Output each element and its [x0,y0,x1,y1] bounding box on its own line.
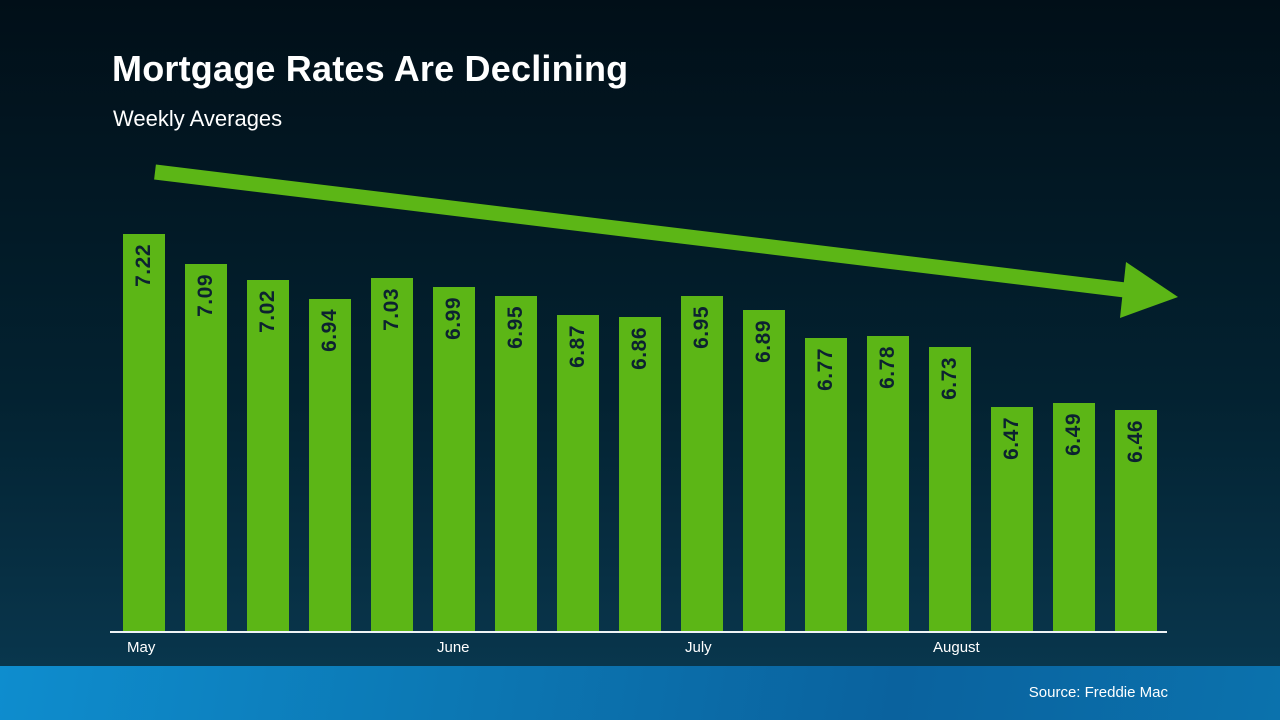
bar: 7.02 [247,280,289,632]
bar: 6.47 [991,407,1033,632]
bar-value-label: 6.77 [814,348,837,391]
bar: 6.95 [681,296,723,632]
bar: 6.49 [1053,403,1095,632]
x-axis-labels: May June July August [123,639,1163,661]
subtitle: Weekly Averages [113,106,283,131]
bar: 6.87 [557,315,599,632]
bar: 7.03 [371,278,413,632]
bar: 6.86 [619,317,661,632]
bar-value-label: 6.95 [504,306,527,349]
bar-value-label: 6.78 [876,346,899,389]
bar: 6.95 [495,296,537,632]
bar-value-label: 6.87 [566,325,589,368]
bar: 6.89 [743,310,785,632]
x-tick-label: June [437,639,470,656]
x-tick-label: May [127,639,156,656]
bar-value-label: 6.95 [690,306,713,349]
bar-value-label: 6.49 [1062,413,1085,456]
bar-value-label: 6.86 [628,327,651,370]
bar-value-label: 6.89 [752,320,775,363]
source-text: Source: Freddie Mac [1028,684,1168,701]
bar-value-label: 7.02 [256,290,279,333]
x-axis-line [110,631,1167,633]
x-tick-label: August [933,639,980,656]
bar-value-label: 6.73 [938,357,961,400]
bar-value-label: 6.47 [1000,417,1023,460]
bar-value-label: 6.46 [1124,420,1147,463]
bar-value-label: 6.99 [442,297,465,340]
bar-value-label: 7.22 [132,244,155,287]
bar: 7.22 [123,234,165,632]
bar-value-label: 6.94 [318,309,341,352]
x-tick-label: July [685,639,712,656]
bar: 6.46 [1115,410,1157,632]
bar: 6.94 [309,299,351,632]
bar-chart: 7.22 7.09 7.02 6.94 7.03 6.99 6.95 6.87 6.86 6.95… [123,192,1163,632]
bar-value-label: 7.03 [380,288,403,331]
bar-value-label: 7.09 [194,274,217,317]
bar: 6.77 [805,338,847,632]
bar: 6.73 [929,347,971,632]
footer-band: Source: Freddie Mac [0,666,1280,720]
bar: 6.99 [433,287,475,632]
bar: 7.09 [185,264,227,632]
bar: 6.78 [867,336,909,632]
page-title: Mortgage Rates Are Declining [112,48,629,89]
